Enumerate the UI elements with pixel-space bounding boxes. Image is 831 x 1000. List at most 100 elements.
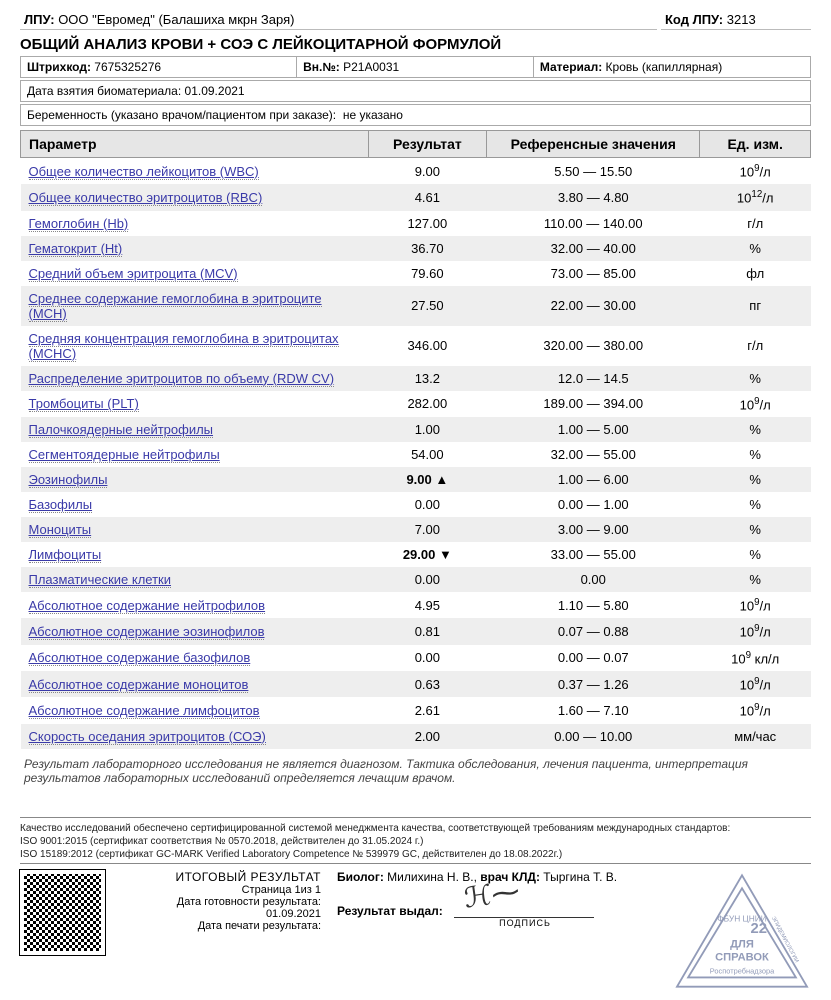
page-counter: Страница 1из 1 [121, 884, 321, 896]
ref-cell: 1.60 — 7.10 [487, 697, 700, 723]
table-row: Гематокрит (Ht)36.7032.00 — 40.00% [21, 236, 811, 261]
table-row: Сегментоядерные нейтрофилы 54.0032.00 — 5… [21, 442, 811, 467]
result-cell: 0.63 [368, 671, 487, 697]
material-label: Материал: [540, 60, 602, 74]
unit-cell: % [700, 517, 811, 542]
unit-cell: % [700, 442, 811, 467]
results-table: Параметр Результат Референсные значения … [20, 130, 811, 749]
param-link[interactable]: Палочкоядерные нейтрофилы [29, 422, 214, 438]
param-link[interactable]: Средняя концентрация гемоглобина в эритр… [29, 331, 339, 362]
biolog-label: Биолог: [337, 870, 384, 884]
param-link[interactable]: Абсолютное содержание эозинофилов [29, 624, 265, 640]
ref-cell: 0.00 — 0.07 [487, 645, 700, 671]
unit-cell: % [700, 366, 811, 391]
svg-text:22: 22 [750, 920, 767, 936]
ready-label: Дата готовности результата: [177, 896, 321, 908]
param-link[interactable]: Базофилы [29, 497, 93, 513]
svg-text:СПРАВОК: СПРАВОК [715, 951, 769, 963]
qr-code [20, 870, 105, 955]
table-row: Палочкоядерные нейтрофилы1.001.00 — 5.00… [21, 417, 811, 442]
th-unit: Ед. изм. [700, 131, 811, 158]
th-result: Результат [368, 131, 487, 158]
result-cell: 54.00 [368, 442, 487, 467]
result-cell: 346.00 [368, 326, 487, 366]
ref-cell: 0.07 — 0.88 [487, 618, 700, 644]
table-row: Лимфоциты29.00 ▼33.00 — 55.00% [21, 542, 811, 567]
ref-cell: 5.50 — 15.50 [487, 158, 700, 185]
param-link[interactable]: Общее количество лейкоцитов (WBC) [29, 164, 259, 180]
result-cell: 127.00 [368, 211, 487, 236]
unit-cell: % [700, 567, 811, 592]
lpu-label: ЛПУ: [24, 12, 55, 27]
param-link[interactable]: Гемоглобин (Hb) [29, 216, 129, 232]
param-link[interactable]: Абсолютное содержание нейтрофилов [29, 598, 266, 614]
param-link[interactable]: Абсолютное содержание лимфоцитов [29, 703, 260, 719]
print-label: Дата печати результата: [198, 920, 321, 932]
ref-cell: 1.00 — 5.00 [487, 417, 700, 442]
vn-value: Р21А0031 [343, 60, 399, 74]
param-link[interactable]: Абсолютное содержание базофилов [29, 650, 251, 666]
ref-cell: 0.00 [487, 567, 700, 592]
quality-l3: ISO 15189:2012 (сертификат GC-MARK Verif… [20, 848, 811, 861]
result-cell: 27.50 [368, 286, 487, 326]
param-link[interactable]: Эозинофилы [29, 472, 108, 488]
result-cell: 0.00 [368, 567, 487, 592]
table-row: Гемоглобин (Hb)127.00110.00 — 140.00г/л [21, 211, 811, 236]
param-link[interactable]: Распределение эритроцитов по объему (RDW… [29, 371, 335, 387]
unit-cell: 109/л [700, 391, 811, 417]
ref-cell: 12.0 — 14.5 [487, 366, 700, 391]
table-row: Абсолютное содержание моноцитов 0.630.37 … [21, 671, 811, 697]
footer-block: ИТОГОВЫЙ РЕЗУЛЬТАТ Страница 1из 1 Дата г… [20, 870, 811, 955]
unit-cell: 109/л [700, 592, 811, 618]
ref-cell: 0.00 — 1.00 [487, 492, 700, 517]
result-cell: 2.61 [368, 697, 487, 723]
unit-cell: 109 кл/л [700, 645, 811, 671]
stamp-icon: ФБУН ЦНИИ 22 ДЛЯ СПРАВОК Роспотребнадзор… [667, 866, 817, 996]
table-row: Плазматические клетки 0.000.00% [21, 567, 811, 592]
ref-cell: 73.00 — 85.00 [487, 261, 700, 286]
result-cell: 2.00 [368, 724, 487, 749]
param-link[interactable]: Моноциты [29, 522, 92, 538]
result-cell: 9.00 ▲ [368, 467, 487, 492]
signature-line: ℋ⁓ [454, 888, 594, 918]
result-cell: 282.00 [368, 391, 487, 417]
th-param: Параметр [21, 131, 369, 158]
table-row: Абсолютное содержание лимфоцитов 2.611.60… [21, 697, 811, 723]
unit-cell: % [700, 542, 811, 567]
ref-cell: 32.00 — 40.00 [487, 236, 700, 261]
footer-meta: ИТОГОВЫЙ РЕЗУЛЬТАТ Страница 1из 1 Дата г… [121, 870, 321, 932]
param-link[interactable]: Средний объем эритроцита (MCV) [29, 266, 238, 282]
param-link[interactable]: Тромбоциты (PLT) [29, 396, 139, 412]
code-cell: Код ЛПУ: 3213 [661, 10, 811, 30]
barcode-label: Штрихкод: [27, 60, 91, 74]
param-link[interactable]: Сегментоядерные нейтрофилы [29, 447, 220, 463]
result-cell: 7.00 [368, 517, 487, 542]
signature-icon: ℋ⁓ [462, 874, 522, 915]
param-link[interactable]: Плазматические клетки [29, 572, 172, 588]
ref-cell: 320.00 — 380.00 [487, 326, 700, 366]
ref-cell: 3.80 — 4.80 [487, 184, 700, 210]
meta-row-1: Штрихкод: 7675325276 Вн.№: Р21А0031 Мате… [20, 56, 811, 78]
ref-cell: 189.00 — 394.00 [487, 391, 700, 417]
table-row: Тромбоциты (PLT) 282.00189.00 — 394.00109… [21, 391, 811, 417]
table-row: Скорость оседания эритроцитов (СОЭ)2.000… [21, 724, 811, 749]
param-link[interactable]: Среднее содержание гемоглобина в эритроц… [29, 291, 322, 322]
ref-cell: 0.37 — 1.26 [487, 671, 700, 697]
ref-cell: 110.00 — 140.00 [487, 211, 700, 236]
table-row: Среднее содержание гемоглобина в эритроц… [21, 286, 811, 326]
issued-label: Результат выдал: [337, 904, 443, 918]
result-cell: 79.60 [368, 261, 487, 286]
ref-cell: 3.00 — 9.00 [487, 517, 700, 542]
ref-cell: 32.00 — 55.00 [487, 442, 700, 467]
ref-cell: 33.00 — 55.00 [487, 542, 700, 567]
unit-cell: 109/л [700, 697, 811, 723]
date-label: Дата взятия биоматериала: [27, 84, 181, 98]
param-link[interactable]: Скорость оседания эритроцитов (СОЭ) [29, 729, 266, 745]
result-cell: 4.61 [368, 184, 487, 210]
table-row: Эозинофилы9.00 ▲1.00 — 6.00% [21, 467, 811, 492]
param-link[interactable]: Гематокрит (Ht) [29, 241, 123, 257]
param-link[interactable]: Общее количество эритроцитов (RBC) [29, 190, 263, 206]
param-link[interactable]: Абсолютное содержание моноцитов [29, 677, 249, 693]
quality-l2: ISO 9001:2015 (сертификат соответствия №… [20, 835, 811, 848]
param-link[interactable]: Лимфоциты [29, 547, 102, 563]
